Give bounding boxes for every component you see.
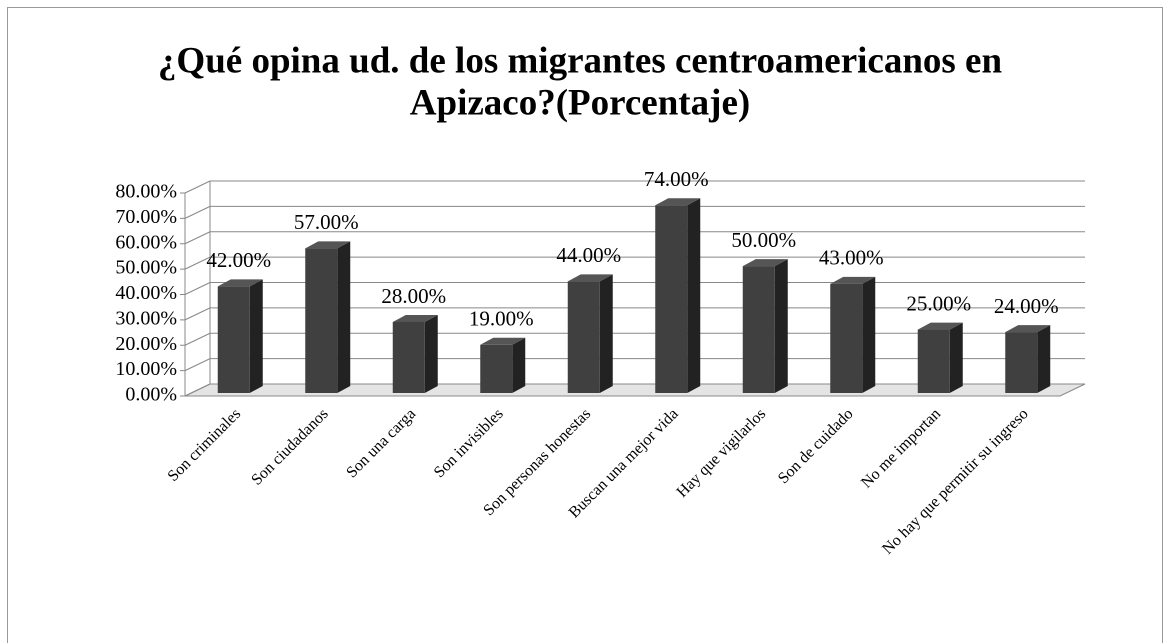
grid-line	[184, 282, 211, 295]
y-tick-label: 60.00%	[115, 231, 177, 253]
bar-top	[917, 322, 963, 330]
bar-side	[599, 274, 613, 393]
bar-side	[687, 198, 701, 393]
bar-top	[305, 241, 351, 249]
bar-top	[655, 198, 701, 206]
data-label: 42.00%	[206, 248, 271, 272]
data-label: 19.00%	[469, 307, 534, 331]
bar	[217, 286, 250, 393]
grid-line	[184, 180, 211, 194]
bar-side	[249, 279, 263, 393]
y-tick-label: 50.00%	[115, 257, 177, 279]
data-label: 25.00%	[906, 291, 971, 315]
data-label: 50.00%	[731, 228, 796, 252]
y-tick-label: 80.00%	[115, 181, 177, 203]
bar-side	[337, 241, 351, 393]
data-label: 24.00%	[994, 294, 1059, 318]
bar	[567, 281, 600, 393]
bar	[1005, 332, 1038, 393]
chart-title: Apizaco?(Porcentaje)	[410, 82, 750, 123]
bar-top	[830, 276, 876, 284]
bar-side	[862, 276, 876, 393]
y-tick-label: 40.00%	[115, 282, 177, 304]
grid-line	[184, 231, 211, 245]
y-tick-label: 20.00%	[115, 333, 177, 355]
chart-title: ¿Qué opina ud. de los migrantes centroam…	[158, 40, 1003, 81]
grid-line	[184, 383, 211, 397]
bar-side	[1037, 325, 1051, 393]
data-label: 43.00%	[819, 246, 884, 270]
grid-line	[184, 307, 211, 321]
y-tick-label: 0.00%	[125, 384, 177, 406]
bar	[655, 205, 688, 393]
bar-side	[774, 259, 788, 393]
bar-top	[742, 259, 788, 267]
bar	[917, 329, 950, 393]
y-tick-label: 70.00%	[115, 206, 177, 228]
bar	[392, 321, 425, 393]
grid-line	[184, 205, 211, 219]
bar-top	[1005, 325, 1051, 333]
bar-top	[480, 337, 526, 345]
bar-side	[949, 322, 963, 393]
bar-top	[217, 279, 263, 287]
y-tick-label: 30.00%	[115, 307, 177, 329]
grid-line	[184, 332, 211, 346]
bar	[305, 248, 338, 393]
data-label: 28.00%	[381, 284, 446, 308]
bar-top	[567, 274, 613, 282]
bar-side	[424, 314, 438, 393]
data-label: 44.00%	[556, 243, 621, 267]
bar	[480, 344, 513, 393]
bar	[742, 266, 775, 393]
bar-top	[392, 314, 438, 322]
data-label: 57.00%	[294, 210, 359, 234]
grid-line	[184, 256, 211, 270]
bar	[830, 283, 863, 393]
bar-side	[512, 337, 526, 393]
y-tick-label: 10.00%	[115, 358, 177, 380]
grid-line	[184, 358, 211, 372]
data-label: 74.00%	[644, 167, 709, 191]
